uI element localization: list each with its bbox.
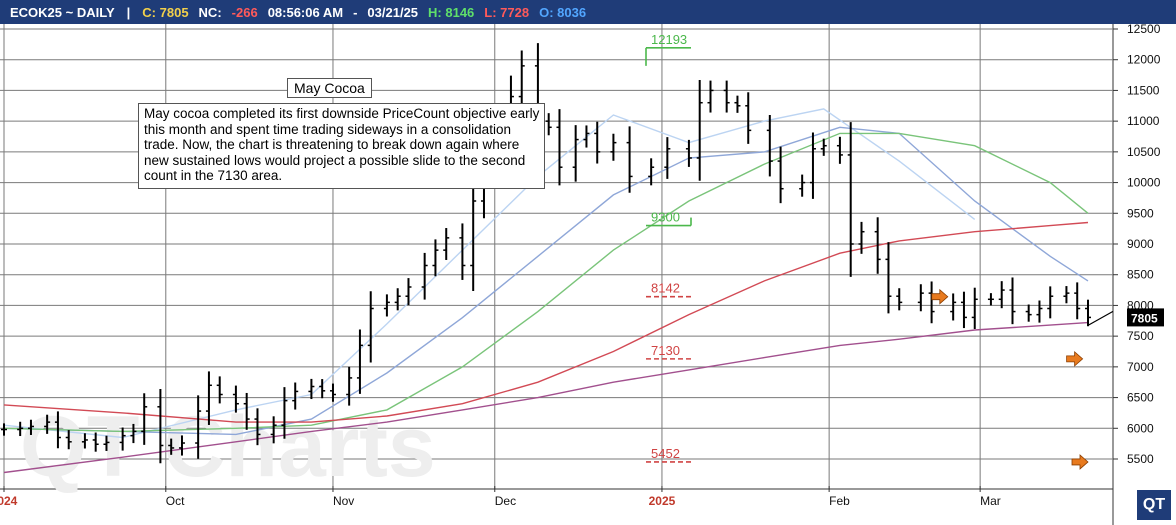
moving-average-line	[3, 221, 1089, 423]
last-price-connector	[1087, 310, 1114, 326]
high-price: H: 8146	[428, 4, 475, 20]
count-label: 12193	[651, 32, 687, 47]
x-tick-label: Nov	[333, 494, 354, 508]
y-tick-label: 7000	[1127, 360, 1154, 374]
annotation-body: May cocoa completed its first downside P…	[138, 103, 545, 189]
x-tick-label: Dec	[495, 494, 516, 508]
qt-logo[interactable]: QT	[1137, 490, 1171, 520]
price-chart: 5500600065007000750080008500900095001000…	[0, 24, 1176, 525]
y-tick-label: 11000	[1127, 114, 1160, 128]
low-price: L: 7728	[484, 4, 530, 20]
y-tick-label: 12500	[1127, 24, 1161, 36]
date-label: 03/21/25	[367, 4, 419, 20]
net-change-label: NC:	[198, 4, 222, 20]
header-dash: -	[353, 4, 358, 20]
moving-average-line	[3, 132, 1089, 433]
close-price: C: 7805	[142, 4, 189, 20]
count-label: 9300	[651, 210, 680, 225]
count-label: 7130	[651, 343, 680, 358]
x-tick-label: 2025	[649, 494, 676, 508]
count-label: 8142	[651, 281, 680, 296]
projection-arrow	[1071, 454, 1089, 470]
y-tick-label: 9000	[1127, 237, 1154, 251]
open-price: O: 8036	[539, 4, 587, 20]
annotation-title: May Cocoa	[287, 78, 372, 98]
y-tick-label: 11500	[1127, 83, 1160, 97]
y-tick-label: 8500	[1127, 268, 1154, 282]
y-tick-label: 6000	[1127, 421, 1154, 435]
last-price-label: 7805	[1131, 311, 1158, 325]
chart-header-bar: ECOK25 ~ DAILY | C: 7805 NC: -266 08:56:…	[0, 0, 1176, 24]
net-change-value: -266	[231, 4, 258, 20]
projection-arrow	[931, 288, 949, 305]
x-tick-label: Oct	[166, 494, 185, 508]
symbol-label: ECOK25 ~ DAILY	[10, 4, 115, 20]
header-separator: |	[126, 4, 131, 20]
moving-average-line	[3, 126, 1089, 436]
moving-average-line	[3, 321, 1089, 474]
time-label: 08:56:06 AM	[267, 4, 344, 20]
x-tick-label: Mar	[980, 494, 1001, 508]
x-tick-label: Feb	[829, 494, 850, 508]
watermark-text: QT Charts	[20, 399, 436, 495]
projection-arrow	[1066, 350, 1084, 367]
y-tick-label: 10000	[1127, 176, 1161, 190]
count-label: 5452	[651, 446, 680, 461]
last-price-box	[1127, 308, 1164, 327]
y-tick-label: 10500	[1127, 145, 1161, 159]
y-tick-label: 5500	[1127, 452, 1154, 466]
y-tick-label: 6500	[1127, 391, 1154, 405]
y-tick-label: 9500	[1127, 206, 1154, 220]
y-tick-label: 7500	[1127, 329, 1154, 343]
x-tick-label: 2024	[0, 494, 18, 508]
y-tick-label: 12000	[1127, 53, 1161, 67]
